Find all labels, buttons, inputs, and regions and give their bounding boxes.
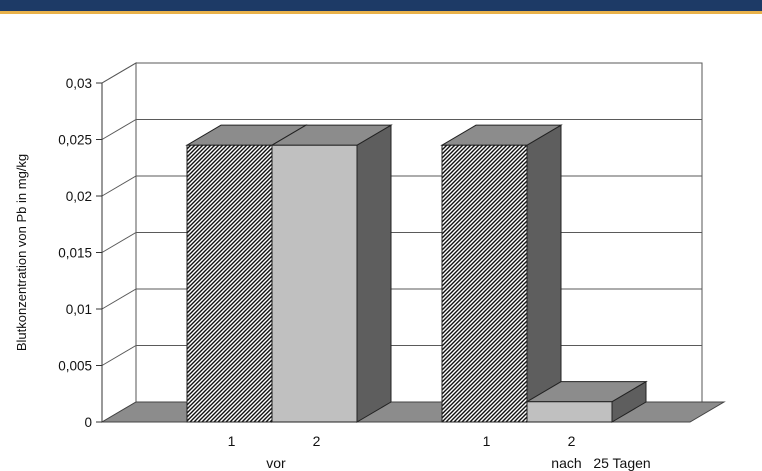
y-tick-label: 0,01 xyxy=(66,302,92,317)
x-group-label: vor xyxy=(266,455,286,471)
header-accent-line xyxy=(0,11,762,14)
bar-front xyxy=(526,401,613,423)
x-category-label: 1 xyxy=(483,433,491,449)
bar-front xyxy=(186,144,273,423)
bar-front xyxy=(441,144,528,423)
header-bar xyxy=(0,0,762,11)
bar-group xyxy=(185,124,648,423)
y-tick-label: 0,025 xyxy=(58,133,92,148)
bar-front xyxy=(271,144,358,423)
y-axis-label: Blutkonzentration von Pb in mg/kg xyxy=(14,154,29,351)
x-category-label: 2 xyxy=(568,433,576,449)
x-group-label: nach 25 Tagen xyxy=(551,455,650,471)
bar-side xyxy=(526,124,562,423)
gridline xyxy=(101,62,702,84)
axis-labels: 0 0,005 0,01 0,015 0,02 0,025 0,03 Blutkonzentr… xyxy=(14,76,651,471)
y-tick-label: 0 xyxy=(84,415,92,430)
y-tick-label: 0,015 xyxy=(58,246,92,261)
gridline xyxy=(101,119,702,140)
y-tick-label: 0,02 xyxy=(66,189,92,204)
bar-top xyxy=(440,124,563,146)
bar-top xyxy=(270,124,393,146)
y-tick-label: 0,005 xyxy=(58,359,92,374)
bar-top xyxy=(525,381,648,403)
bar-side xyxy=(356,124,392,423)
x-category-label: 2 xyxy=(313,433,321,449)
y-tick-label: 0,03 xyxy=(66,76,92,91)
x-category-label: 1 xyxy=(228,433,236,449)
